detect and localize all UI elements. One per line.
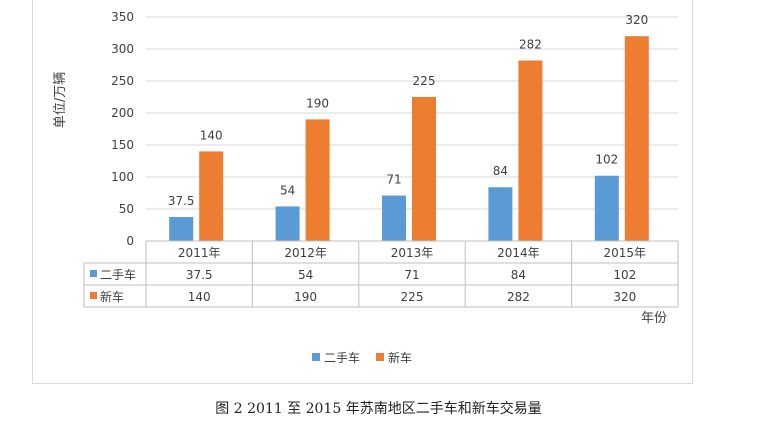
bar-chart: 0 50 100 150 200 250 300 350 单位/万辆 37.5 54 71 84 102 1… [53,10,679,365]
bar-new-car [199,151,224,241]
legend-swatch [376,353,384,361]
data-label: 37.5 [168,194,195,208]
table-cell: 140 [188,290,211,304]
table-cell: 71 [404,268,419,282]
data-label: 102 [595,153,618,167]
bar-used-car [169,217,194,241]
table-cell: 190 [294,290,317,304]
x-tick-label: 2013年 [391,246,434,260]
data-label: 84 [493,164,508,178]
table-cell: 37.5 [186,268,213,282]
table-cell: 225 [401,290,424,304]
x-tick-label: 2011年 [178,246,221,260]
data-label: 320 [625,13,648,27]
y-tick-label: 300 [111,42,134,56]
data-label: 225 [413,74,436,88]
bar-used-car [275,206,300,241]
x-tick-label: 2014年 [497,246,540,260]
table-cell: 84 [511,268,526,282]
data-label: 190 [306,96,329,110]
table-cell: 320 [613,290,636,304]
bar-new-car [412,97,436,241]
y-tick-label: 150 [111,138,134,152]
bar-used-car [594,175,619,241]
table-series-label: 二手车 [100,267,136,282]
legend-label: 新车 [388,350,412,365]
x-tick-label: 2012年 [284,246,327,260]
table-legend-key [90,270,97,277]
x-tick-label: 2015年 [604,246,647,260]
y-tick-label: 100 [111,170,134,184]
y-axis-label: 单位/万辆 [53,72,68,128]
table-legend-key [90,292,97,299]
y-tick-label: 50 [119,202,134,216]
table-series-label: 新车 [100,289,124,304]
bar-new-car [624,36,649,242]
chart-frame [32,0,693,384]
y-tick-label: 0 [126,234,134,248]
y-tick-label: 200 [111,106,134,120]
x-axis-label: 年份 [641,311,667,326]
table-cell: 54 [298,268,313,282]
table-cell: 102 [613,268,636,282]
figure-caption: 图 2 2011 至 2015 年苏南地区二手车和新车交易量 [215,401,542,417]
data-label: 282 [519,38,542,52]
data-label: 140 [200,128,223,142]
data-label: 71 [386,173,401,187]
bar-new-car [305,119,330,241]
bar-used-car [382,195,406,241]
legend-label: 二手车 [324,350,360,365]
legend-swatch [312,353,320,361]
table-cell: 282 [507,290,530,304]
y-tick-label: 250 [111,74,134,88]
y-tick-label: 350 [111,10,134,24]
data-label: 54 [280,183,295,197]
bar-new-car [518,60,543,241]
bar-used-car [488,187,513,241]
